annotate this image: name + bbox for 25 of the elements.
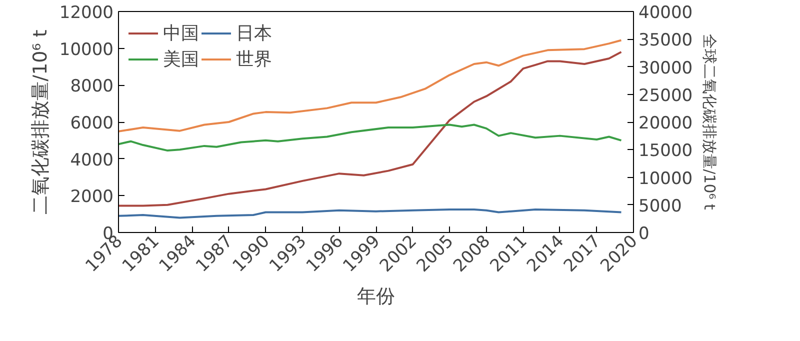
y-tick-label: 4000 (70, 150, 114, 170)
legend-label: 美国 (163, 48, 199, 71)
line-series (118, 208, 622, 219)
y2-tick-label: 20000 (638, 114, 693, 134)
y-axis-title: 二氧化碳排放量/10⁶ t (29, 30, 52, 214)
y2-tick-label: 0 (638, 224, 650, 244)
y2-tick-label: 5000 (638, 196, 682, 216)
y2-tick-label: 35000 (638, 30, 693, 51)
legend-label: 日本 (236, 22, 272, 45)
y-tick-label: 2000 (70, 187, 114, 208)
legend-label: 中国 (163, 22, 199, 45)
x-axis-title: 年份 (357, 285, 395, 308)
legend-label: 世界 (236, 48, 272, 71)
line-series (118, 51, 622, 207)
y2-tick-label: 10000 (638, 168, 693, 189)
y2-tick-label: 30000 (638, 58, 693, 78)
y2-tick-label: 40000 (638, 3, 693, 23)
y-tick-label: 6000 (70, 114, 114, 134)
line-series (118, 124, 622, 152)
y2-tick-label: 15000 (638, 141, 693, 162)
y2-tick-label: 25000 (638, 86, 693, 106)
y2-axis-title: 全球二氧化碳排放量/10⁶ t (700, 34, 719, 210)
y-tick-label: 10000 (59, 40, 114, 60)
y-tick-label: 12000 (59, 3, 114, 23)
y-tick-label: 8000 (70, 76, 114, 97)
